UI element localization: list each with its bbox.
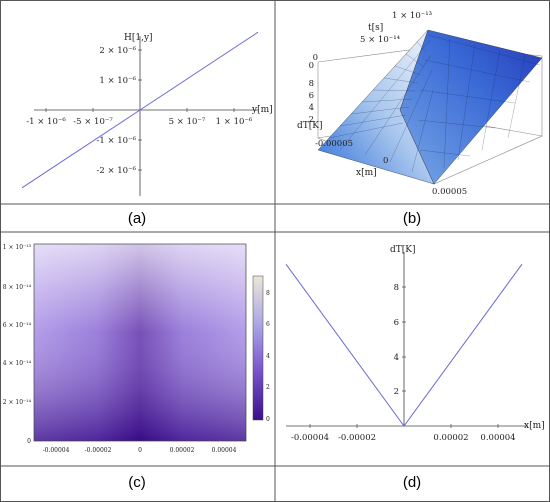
c-ytick: 4 × 10⁻¹⁴ — [3, 360, 32, 367]
chart-c: 1 × 10⁻¹³ 8 × 10⁻¹⁴ 6 × 10⁻¹⁴ 4 × 10⁻¹⁴ … — [3, 243, 270, 454]
d-xlabel: x[m] — [524, 421, 545, 431]
a-xtick: -5 × 10⁻⁷ — [73, 117, 113, 127]
c-cbar-tick: 0 — [266, 416, 270, 423]
b-xtick: 0 — [383, 156, 388, 166]
caption-c: (c) — [128, 474, 146, 491]
c-xtick: 0 — [138, 447, 142, 454]
c-cbar-tick: 8 — [266, 290, 270, 297]
a-xtick: -1 × 10⁻⁶ — [26, 117, 66, 127]
d-xtick: -0.00004 — [291, 433, 329, 443]
a-xtick: 1 × 10⁻⁶ — [216, 117, 253, 127]
a-ytick: 1 × 10⁻⁶ — [99, 76, 136, 86]
d-xtick: -0.00002 — [338, 433, 376, 443]
a-ytick: -1 × 10⁻⁶ — [96, 136, 136, 146]
b-surface — [317, 29, 543, 185]
a-ytick: -2 × 10⁻⁶ — [96, 166, 136, 176]
chart-a: y[m] H[1,y] -1 × 10⁻⁶ -5 × 10⁻⁷ 5 × 10⁻⁷… — [21, 31, 273, 196]
d-tick-marks — [309, 286, 499, 428]
b-ttick: 0 — [313, 53, 318, 63]
b-ztick: 0 — [309, 61, 314, 71]
c-ytick: 6 × 10⁻¹⁴ — [3, 322, 32, 329]
b-xtick: -0.00005 — [315, 139, 353, 149]
c-frame — [33, 243, 247, 442]
c-heatmap-shade — [34, 244, 246, 441]
caption-b: (b) — [403, 210, 421, 227]
d-ylabel: dT[K] — [390, 245, 416, 255]
b-zlabel: dT[K] — [297, 121, 323, 131]
c-colorbar — [252, 275, 264, 421]
c-ytick: 0 — [27, 438, 31, 445]
c-xtick: -0.00004 — [43, 447, 70, 454]
caption-a: (a) — [128, 210, 146, 227]
b-ztick: 2 — [309, 115, 314, 125]
a-ytick: 2 × 10⁻⁶ — [99, 46, 136, 56]
b-xlabel: x[m] — [356, 168, 377, 178]
c-xtick: -0.00002 — [85, 447, 112, 454]
b-ztick: 4 — [309, 103, 314, 113]
a-series-line — [21, 31, 259, 189]
d-ytick: 2 — [394, 387, 399, 397]
b-ttick: 1 × 10⁻¹³ — [392, 11, 432, 21]
c-cbar-tick: 6 — [266, 321, 270, 328]
b-surface-mesh — [328, 34, 541, 173]
d-ytick: 8 — [394, 283, 399, 293]
b-surface-right — [399, 29, 543, 185]
caption-d: (d) — [403, 474, 421, 491]
d-xtick: 0.00004 — [480, 433, 515, 443]
d-ytick: 6 — [394, 318, 399, 328]
b-ttick: 5 × 10⁻¹⁴ — [360, 35, 401, 45]
c-ytick: 8 × 10⁻¹⁴ — [3, 284, 32, 291]
a-tick-marks — [45, 49, 235, 171]
c-xtick: 0.00002 — [170, 447, 195, 454]
c-cbar-tick: 2 — [266, 384, 270, 391]
chart-b: dT[K] x[m] t[s] 0 2 4 6 8 -0.00005 0 0.0… — [297, 11, 543, 197]
a-xtick: 5 × 10⁻⁷ — [169, 117, 206, 127]
b-xtick: 0.00005 — [432, 187, 467, 197]
chart-d: x[m] dT[K] -0.00004 -0.00002 0.00002 0.0… — [285, 245, 545, 443]
b-ztick: 6 — [309, 91, 314, 101]
b-ztick: 8 — [309, 79, 314, 89]
a-xlabel: y[m] — [251, 105, 273, 115]
a-ylabel: H[1,y] — [124, 33, 153, 43]
d-series-line — [285, 263, 523, 427]
c-cbar-tick: 4 — [266, 353, 270, 360]
d-ytick: 4 — [394, 353, 399, 363]
c-ytick: 2 × 10⁻¹⁴ — [3, 399, 32, 406]
c-xtick: 0.00004 — [212, 447, 237, 454]
d-xtick: 0.00002 — [433, 433, 468, 443]
b-ylabel: t[s] — [368, 23, 383, 33]
c-ytick: 1 × 10⁻¹³ — [3, 244, 32, 251]
